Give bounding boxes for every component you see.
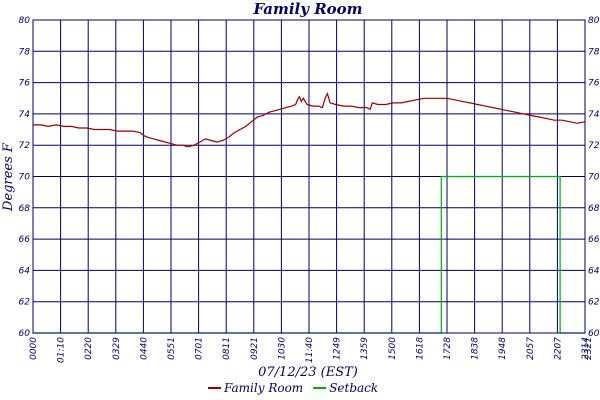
y-tick-right-74: 74 [588,110,600,120]
legend-label-family-room: Family Room [223,381,303,395]
y-tick-left-62: 62 [19,298,31,308]
series-line-family-room [33,91,586,148]
x-tick-3: 0329 [112,337,122,360]
x-tick-15: 1728 [443,337,453,360]
y-tick-right-80: 80 [588,16,600,26]
y-tick-left-76: 76 [19,79,31,89]
x-tick-13: 1500 [388,337,398,360]
x-tick-18: 2057 [526,337,536,360]
x-tick-16: 1838 [471,337,481,360]
y-tick-labels-left: 60 62 64 66 68 70 72 74 76 78 80 [19,16,31,339]
legend-label-setback: Setback [329,381,378,395]
x-tick-4: 0440 [139,337,149,360]
x-tick-2: 0220 [84,337,94,360]
x-axis-label: 07/12/23 (EST) [258,365,358,380]
x-tick-5: 0551 [167,337,177,360]
y-tick-right-64: 64 [588,266,600,276]
y-tick-right-66: 66 [588,235,600,245]
y-tick-left-80: 80 [19,16,31,26]
x-tick-0: 0000 [29,337,39,360]
y-tick-right-78: 78 [588,47,600,57]
y-tick-left-64: 64 [19,266,31,276]
chart-title: Family Room [252,0,362,18]
x-tick-labels: 0000 01:10 0220 0329 0440 0551 0701 0811 0921 103… [29,337,594,363]
x-tick-20: 2314 [581,337,591,360]
x-tick-6: 0701 [195,337,205,360]
y-tick-right-60: 60 [588,329,600,339]
y-tick-left-70: 70 [19,173,31,183]
legend: Family Room Setback [208,381,378,395]
y-tick-right-70: 70 [588,173,600,183]
y-tick-right-62: 62 [588,298,600,308]
x-tick-12: 1359 [360,337,370,360]
y-axis-label: Degrees F [1,142,16,212]
x-tick-17: 1948 [498,337,508,360]
y-tick-left-78: 78 [19,47,31,57]
plot-frame [32,19,586,334]
x-tick-21: 2321 [584,337,594,360]
y-tick-left-68: 68 [19,204,31,214]
x-tick-11: 1249 [333,337,343,360]
y-tick-left-72: 72 [19,141,31,151]
y-tick-left-66: 66 [19,235,31,245]
y-tick-right-68: 68 [588,204,600,214]
y-tick-right-72: 72 [588,141,600,151]
y-tick-left-74: 74 [19,110,31,120]
x-tick-7: 0811 [222,337,232,360]
x-tick-14: 1618 [415,337,425,360]
x-tick-8: 0921 [250,337,260,360]
x-tick-9: 1030 [277,337,287,360]
y-tick-left-60: 60 [19,329,31,339]
x-tick-10: 11:40 [305,337,315,363]
y-tick-right-76: 76 [588,79,600,89]
x-tick-1: 01:10 [57,337,67,363]
x-tick-19: 2207 [553,337,563,360]
y-tick-labels-right: 60 62 64 66 68 70 72 74 76 78 80 [588,16,600,339]
